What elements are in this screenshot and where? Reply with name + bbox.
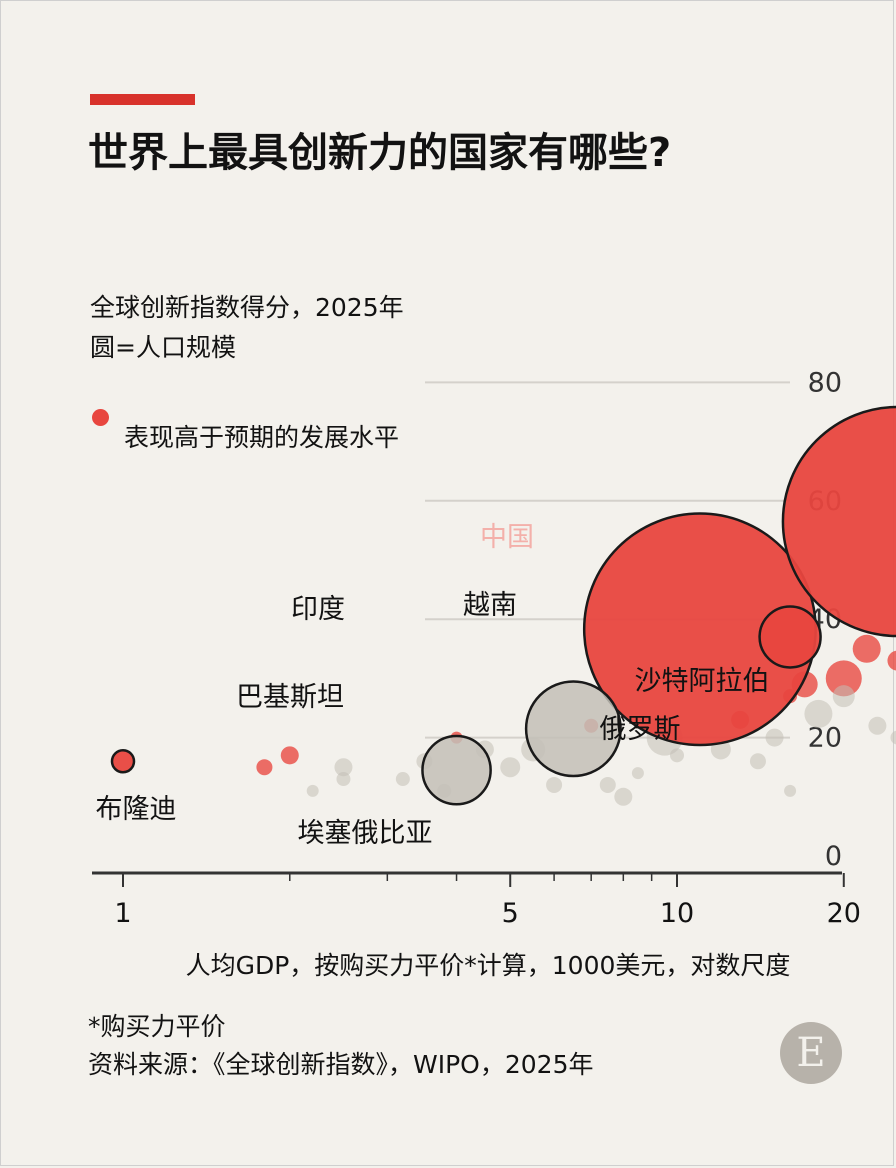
bubble-51 <box>546 776 563 793</box>
bubble-巴基斯坦 <box>524 680 622 778</box>
x-tick-label-20: 20 <box>827 898 861 929</box>
y-tick-label-0: 0 <box>825 841 842 872</box>
bubble-38 <box>890 730 896 745</box>
point-label-布隆迪: 布隆迪 <box>96 794 177 825</box>
legend-label: 表现高于预期的发展水平 <box>124 423 400 452</box>
bubble-49 <box>336 772 351 787</box>
point-label-俄罗斯: 俄罗斯 <box>600 714 681 745</box>
bubble-35 <box>832 685 855 708</box>
footnote-ppp: *购买力平价 <box>88 1012 226 1041</box>
bubble-越南 <box>758 605 822 669</box>
source-line: 资料来源：《全球创新指数》，WIPO，2025年 <box>88 1050 594 1079</box>
bubble-50 <box>334 758 353 777</box>
point-label-印度: 印度 <box>291 594 345 625</box>
bubble-39 <box>765 728 784 747</box>
bubble-59 <box>784 784 797 797</box>
y-tick-label-20: 20 <box>808 723 842 754</box>
x-tick-label-10: 10 <box>660 898 694 929</box>
bubble-45 <box>500 757 521 778</box>
data-points <box>110 405 896 806</box>
subtitle-line-2: 圆=人口规模 <box>90 333 236 362</box>
accent-bar <box>90 94 195 105</box>
bubble-37 <box>868 716 887 735</box>
bubble-43 <box>670 748 684 763</box>
bubble-56 <box>631 767 644 780</box>
bubble-17 <box>280 746 299 765</box>
bubble-埃塞俄比亚 <box>421 734 492 806</box>
chart-subtitle: 全球创新指数得分，2025年 圆=人口规模 <box>90 288 404 368</box>
y-tick-label-80: 80 <box>808 367 842 398</box>
bubble-中国 <box>781 405 896 638</box>
bubble-36 <box>804 699 833 728</box>
bubble-55 <box>306 784 319 797</box>
x-tick-label-1: 1 <box>114 898 131 929</box>
point-label-沙特阿拉伯: 沙特阿拉伯 <box>635 666 770 697</box>
x-axis-label: 人均GDP，按购买力平价*计算，1000美元，对数尺度 <box>186 951 791 980</box>
bubble-52 <box>599 776 616 793</box>
legend-red-dot <box>92 409 109 426</box>
x-axis: 1510204060100 <box>92 871 861 929</box>
bubble-42 <box>749 753 766 770</box>
footnote: *购买力平价 资料来源：《全球创新指数》，WIPO，2025年 <box>88 1008 593 1084</box>
bubble-11 <box>825 660 862 697</box>
point-label-越南: 越南 <box>463 590 517 621</box>
point-label-巴基斯坦: 巴基斯坦 <box>236 682 344 713</box>
point-label-中国: 中国 <box>480 522 534 553</box>
bubble-53 <box>614 787 633 806</box>
bubble-16 <box>256 759 273 776</box>
bubble-13 <box>887 650 896 671</box>
x-tick-label-5: 5 <box>502 898 519 929</box>
point-label-埃塞俄比亚: 埃塞俄比亚 <box>298 818 433 849</box>
bubble-10 <box>852 634 881 663</box>
economist-logo-icon: E <box>780 1022 842 1084</box>
bubble-布隆迪 <box>110 749 136 774</box>
bubble-48 <box>395 772 410 787</box>
subtitle-line-1: 全球创新指数得分，2025年 <box>90 293 404 322</box>
chart-title: 世界上最具创新力的国家有哪些? <box>88 130 672 176</box>
